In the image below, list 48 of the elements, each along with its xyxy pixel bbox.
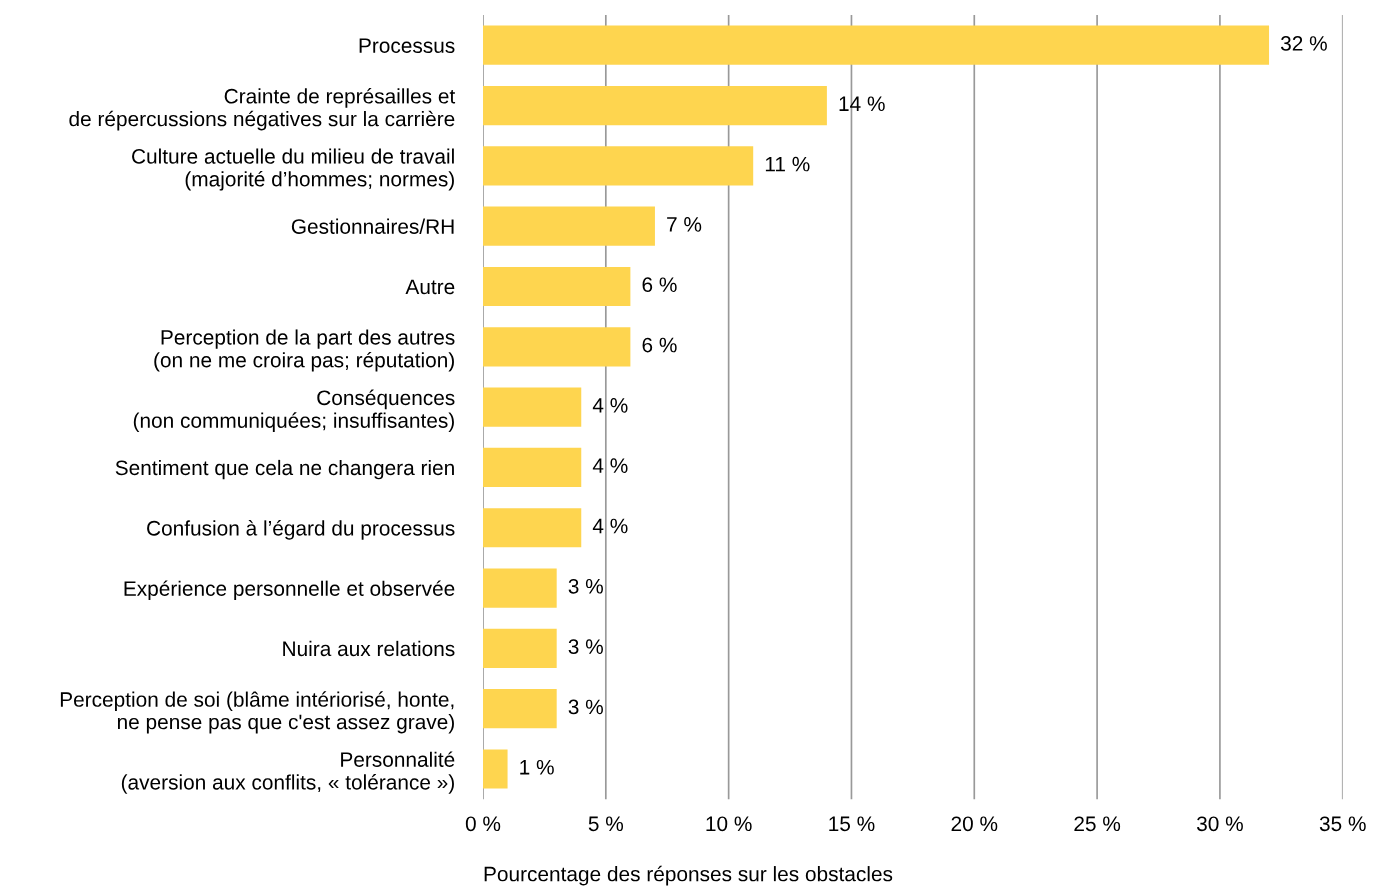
x-tick-label: 30 % <box>1196 816 1243 832</box>
y-tick-label: Autre <box>405 279 455 295</box>
data-label: 4 % <box>592 398 628 413</box>
x-tick-label: 25 % <box>1074 816 1121 832</box>
data-label: 6 % <box>642 277 677 293</box>
y-tick-label: Nuira aux relations <box>283 640 455 657</box>
bar <box>483 25 1270 65</box>
y-tick-label: Perception de la part des autres (on ne me croira pas; réputation) <box>154 329 455 372</box>
bar <box>483 508 582 548</box>
x-axis-title: Pourcentage des réponses sur les obstacles <box>484 865 893 886</box>
y-tick-label: Gestionnaires/RH <box>291 218 454 234</box>
y-tick-label: Personnalité (aversion aux conflits, « tolérance ») <box>121 751 455 794</box>
y-tick-label: Expérience personnelle et observée <box>124 580 455 601</box>
y-tick-label: Sentiment que cela ne changera rien <box>115 459 454 480</box>
data-label: 7 % <box>667 217 702 232</box>
y-tick-label: Crainte de représailles et de répercussions négatives sur la carrière <box>69 88 456 131</box>
bar <box>483 447 582 488</box>
y-tick-label: Processus <box>359 38 455 53</box>
data-label: 1 % <box>520 759 554 775</box>
data-label: 4 % <box>592 458 628 473</box>
x-tick-label: 5 % <box>588 816 624 832</box>
bar <box>483 568 557 608</box>
x-tick-label: 15 % <box>829 816 875 832</box>
bar <box>483 689 557 729</box>
bar <box>483 206 655 246</box>
y-tick-label: Conséquences (non communiquées; insuffisantes) <box>133 389 455 433</box>
x-tick-label: 0 % <box>465 816 501 832</box>
bar <box>483 266 631 307</box>
x-tick-label: 35 % <box>1319 816 1366 832</box>
data-label: 6 % <box>642 337 677 353</box>
x-tick-label: 20 % <box>951 816 998 832</box>
data-label: 4 % <box>592 518 628 534</box>
y-tick-label: Confusion à l’égard du processus <box>147 520 455 540</box>
data-label: 3 % <box>568 639 603 654</box>
bar <box>483 85 827 126</box>
bar <box>483 146 754 186</box>
data-label: 14 % <box>839 96 885 112</box>
data-label: 3 % <box>568 699 603 715</box>
data-label: 3 % <box>568 578 603 594</box>
bar <box>483 628 557 668</box>
bar <box>483 327 631 367</box>
y-tick-label: Culture actuelle du milieu de travail (majorité d’hommes; normes) <box>132 148 454 191</box>
x-tick-label: 10 % <box>706 816 752 832</box>
data-label: 11 % <box>765 156 810 172</box>
bar <box>483 749 508 789</box>
bar <box>483 387 582 427</box>
y-tick-label: Perception de soi (blâme intériorisé, honte, ne pense pas que c'est assez grave) <box>60 691 454 734</box>
data-label: 32 % <box>1280 36 1327 51</box>
